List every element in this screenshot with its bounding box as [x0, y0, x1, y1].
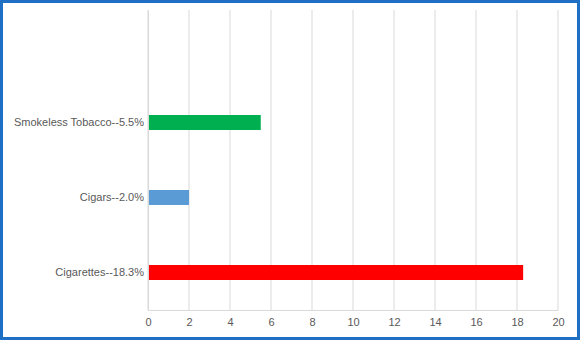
grid	[148, 10, 558, 310]
y-tick: Cigars--2.0%	[80, 191, 148, 203]
x-tick-label: 8	[309, 316, 315, 328]
x-tick: 4	[227, 310, 233, 328]
y-axis-line	[148, 11, 149, 311]
bar	[148, 190, 189, 205]
bar	[148, 265, 523, 280]
x-tick: 14	[429, 310, 441, 328]
x-tick-label: 20	[552, 316, 564, 328]
x-tick: 12	[388, 310, 400, 328]
x-axis: 0 2 4 6 8 10 12 14 16 18 20	[145, 310, 564, 328]
bars	[148, 115, 523, 280]
grid-line	[148, 10, 149, 310]
y-tick: Cigarettes--18.3%	[55, 266, 148, 278]
y-axis: Cigarettes--18.3% Cigars--2.0% Smokeless T…	[14, 11, 149, 311]
x-axis-line	[149, 310, 559, 311]
grid-line	[558, 10, 559, 310]
x-tick: 18	[511, 310, 523, 328]
x-tick: 8	[309, 310, 315, 328]
x-tick-label: 18	[511, 316, 523, 328]
x-tick-label: 4	[227, 316, 233, 328]
x-tick-label: 14	[429, 316, 441, 328]
y-tick-label: Smokeless Tobacco--5.5%	[14, 116, 144, 128]
bar	[148, 115, 261, 130]
x-tick-label: 12	[388, 316, 400, 328]
y-tick-label: Cigarettes--18.3%	[55, 266, 144, 278]
x-tick: 10	[347, 310, 359, 328]
plot: 0 2 4 6 8 10 12 14 16 18 20 Cigarettes--18.3% Cigars…	[14, 10, 565, 328]
x-tick: 16	[470, 310, 482, 328]
x-tick: 20	[552, 310, 564, 328]
x-tick-label: 2	[186, 316, 192, 328]
x-tick: 0	[145, 310, 151, 328]
x-tick: 2	[186, 310, 192, 328]
x-tick-label: 16	[470, 316, 482, 328]
frame	[2, 2, 579, 339]
x-tick-label: 0	[145, 316, 151, 328]
x-tick: 6	[268, 310, 274, 328]
y-tick: Smokeless Tobacco--5.5%	[14, 116, 148, 128]
y-tick-label: Cigars--2.0%	[80, 191, 144, 203]
x-tick-label: 6	[268, 316, 274, 328]
x-tick-label: 10	[347, 316, 359, 328]
chart: 0 2 4 6 8 10 12 14 16 18 20 Cigarettes--18.3% Cigars…	[0, 0, 580, 340]
